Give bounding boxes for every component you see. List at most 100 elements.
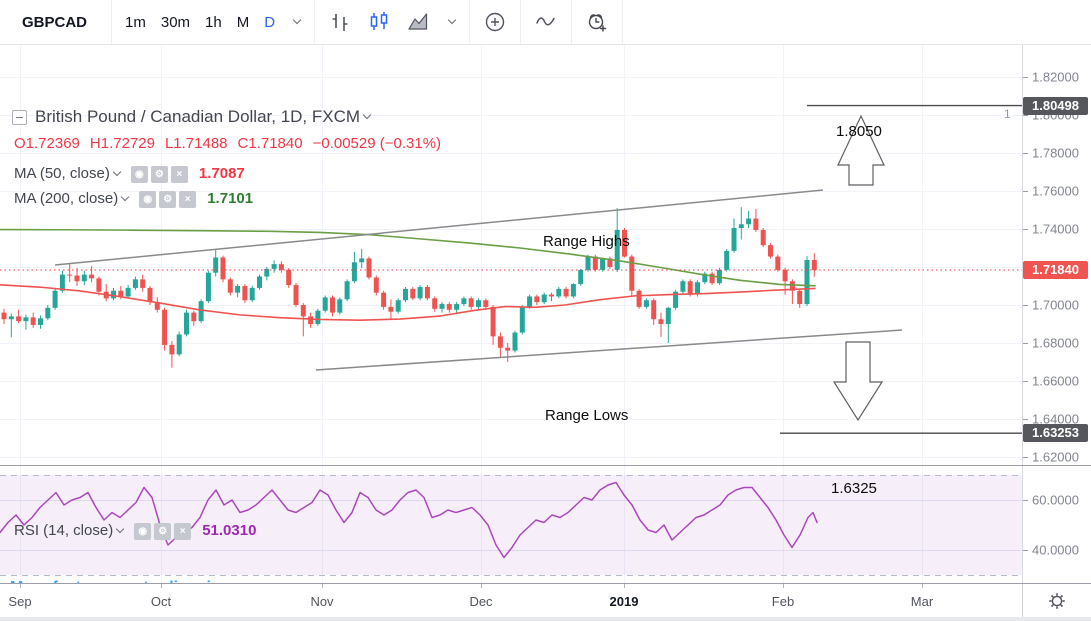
candle-body — [439, 304, 445, 309]
ma50-eye-icon[interactable]: ◉ — [130, 166, 148, 183]
timeframe-30m[interactable]: 30m — [160, 13, 191, 31]
ma50-close-icon[interactable]: × — [170, 166, 188, 183]
chart-title[interactable]: British Pound / Canadian Dollar, 1D, FXC… — [35, 107, 361, 126]
ma50-chevron-down-icon[interactable] — [112, 167, 122, 176]
price-axis-label: 1.62000 — [1032, 449, 1079, 465]
misc-digit: 1 — [1004, 107, 1011, 121]
candle-body — [541, 294, 547, 303]
candle-body — [16, 316, 22, 322]
title-chevron-down-icon[interactable] — [362, 110, 372, 120]
collapse-pane-icon[interactable] — [12, 109, 27, 125]
indicators-squiggle-icon[interactable] — [534, 10, 558, 34]
candle-body — [45, 307, 51, 319]
candle-body — [373, 277, 379, 293]
chart-area[interactable]: British Pound / Canadian Dollar, 1D, FXC… — [0, 45, 1022, 596]
timeframe-1h[interactable]: 1h — [205, 13, 222, 31]
ma50-line — [0, 284, 816, 322]
rsi-label[interactable]: RSI (14, close) — [14, 522, 114, 539]
area-chart-icon[interactable] — [406, 10, 430, 34]
candle-body — [89, 274, 95, 279]
candle-body — [534, 296, 540, 303]
price-axis-label: 1.64000 — [1032, 411, 1079, 427]
ma200-value: 1.7101 — [207, 190, 254, 207]
rsi-axis-label-tick — [1023, 500, 1028, 501]
candle-body — [549, 294, 554, 297]
time-axis-tick — [161, 584, 162, 588]
rsi-close-icon[interactable]: × — [174, 523, 192, 540]
symbol-label[interactable]: GBPCAD — [22, 13, 88, 31]
ma50-label[interactable]: MA (50, close) — [14, 165, 110, 182]
ohlc-open: O1.72369 — [14, 135, 80, 152]
range-highs-label: Range Highs — [543, 233, 630, 250]
candle-body — [227, 279, 233, 293]
time-axis-tick — [481, 584, 482, 588]
candle-body — [651, 300, 657, 320]
rsi-eye-icon[interactable]: ◉ — [134, 523, 152, 540]
candle-body — [753, 218, 759, 230]
candle-body — [8, 316, 14, 320]
time-axis[interactable]: Sep Oct Nov Dec 2019 Feb Mar — [0, 584, 1022, 617]
time-axis-tick — [783, 584, 784, 588]
candle-body — [351, 262, 357, 282]
candle-body — [278, 264, 284, 270]
candle-body — [74, 275, 80, 282]
candle-body — [220, 257, 226, 280]
candles-icon[interactable] — [367, 10, 391, 34]
ma200-settings-icon[interactable]: ⚙ — [159, 191, 177, 208]
timeframe-D-active[interactable]: D — [264, 13, 276, 31]
down-arrow — [832, 341, 884, 422]
candle-body — [417, 286, 423, 299]
candle-body — [512, 332, 518, 351]
pane-separator[interactable] — [0, 465, 1091, 466]
alert-group — [572, 0, 624, 44]
candle-body — [322, 297, 328, 311]
candle-body — [132, 279, 138, 288]
upper-target-label: 1.8050 — [836, 123, 882, 140]
ma50-legend-row: MA (50, close) ◉ ⚙ × 1.7087 — [14, 164, 245, 183]
candle-body — [184, 312, 189, 335]
rsi-chevron-down-icon[interactable] — [115, 524, 125, 533]
ma200-eye-icon[interactable]: ◉ — [139, 191, 157, 208]
chart-type-chevron-down-icon[interactable] — [447, 15, 457, 25]
candle-body — [162, 309, 168, 345]
candle-body — [680, 281, 686, 292]
timeframe-chevron-down-icon[interactable] — [292, 15, 302, 25]
ohlc-high: H1.72729 — [89, 135, 155, 152]
ma200-chevron-down-icon[interactable] — [120, 192, 130, 201]
candle-body — [695, 282, 700, 295]
candle-body — [665, 307, 671, 324]
price-axis-label-tick — [1023, 115, 1028, 116]
gear-icon[interactable] — [1048, 592, 1066, 610]
candle-body — [607, 258, 613, 267]
ma50-settings-icon[interactable]: ⚙ — [150, 166, 168, 183]
candle-body — [505, 347, 511, 351]
candle-body — [67, 274, 73, 276]
rsi-settings-icon[interactable]: ⚙ — [154, 523, 172, 540]
candle-body — [30, 317, 36, 325]
candle-body — [782, 269, 788, 282]
candle-body — [52, 290, 58, 308]
candle-body — [709, 273, 715, 284]
axis-settings-cell[interactable] — [1022, 584, 1091, 617]
ma200-close-icon[interactable]: × — [179, 191, 197, 208]
price-axis-label: 1.66000 — [1032, 373, 1079, 389]
candle-body — [592, 256, 598, 270]
ma200-legend-row: MA (200, close) ◉ ⚙ × 1.7101 — [14, 189, 253, 208]
timeframe-M[interactable]: M — [236, 13, 250, 31]
candle-body — [125, 287, 131, 297]
chart-type-group — [315, 0, 471, 44]
time-axis-tick — [20, 584, 21, 588]
ma200-label[interactable]: MA (200, close) — [14, 190, 119, 207]
price-axis-label-tick — [1023, 343, 1028, 344]
up-arrow — [837, 114, 885, 186]
alert-clock-icon[interactable] — [585, 10, 609, 34]
rsi-axis-label: 60.0000 — [1032, 492, 1079, 508]
candle-body — [81, 274, 87, 282]
top-toolbar: GBPCAD 1m 30m 1h M D — [0, 0, 1091, 45]
price-axis[interactable]: 1.820001.800001.780001.760001.740001.720… — [1022, 45, 1091, 583]
timeframe-1m[interactable]: 1m — [125, 13, 146, 31]
bars-icon[interactable] — [328, 10, 352, 34]
compare-plus-icon[interactable] — [483, 10, 507, 34]
rsi-value: 51.0310 — [202, 522, 257, 539]
candle-body — [483, 300, 489, 307]
